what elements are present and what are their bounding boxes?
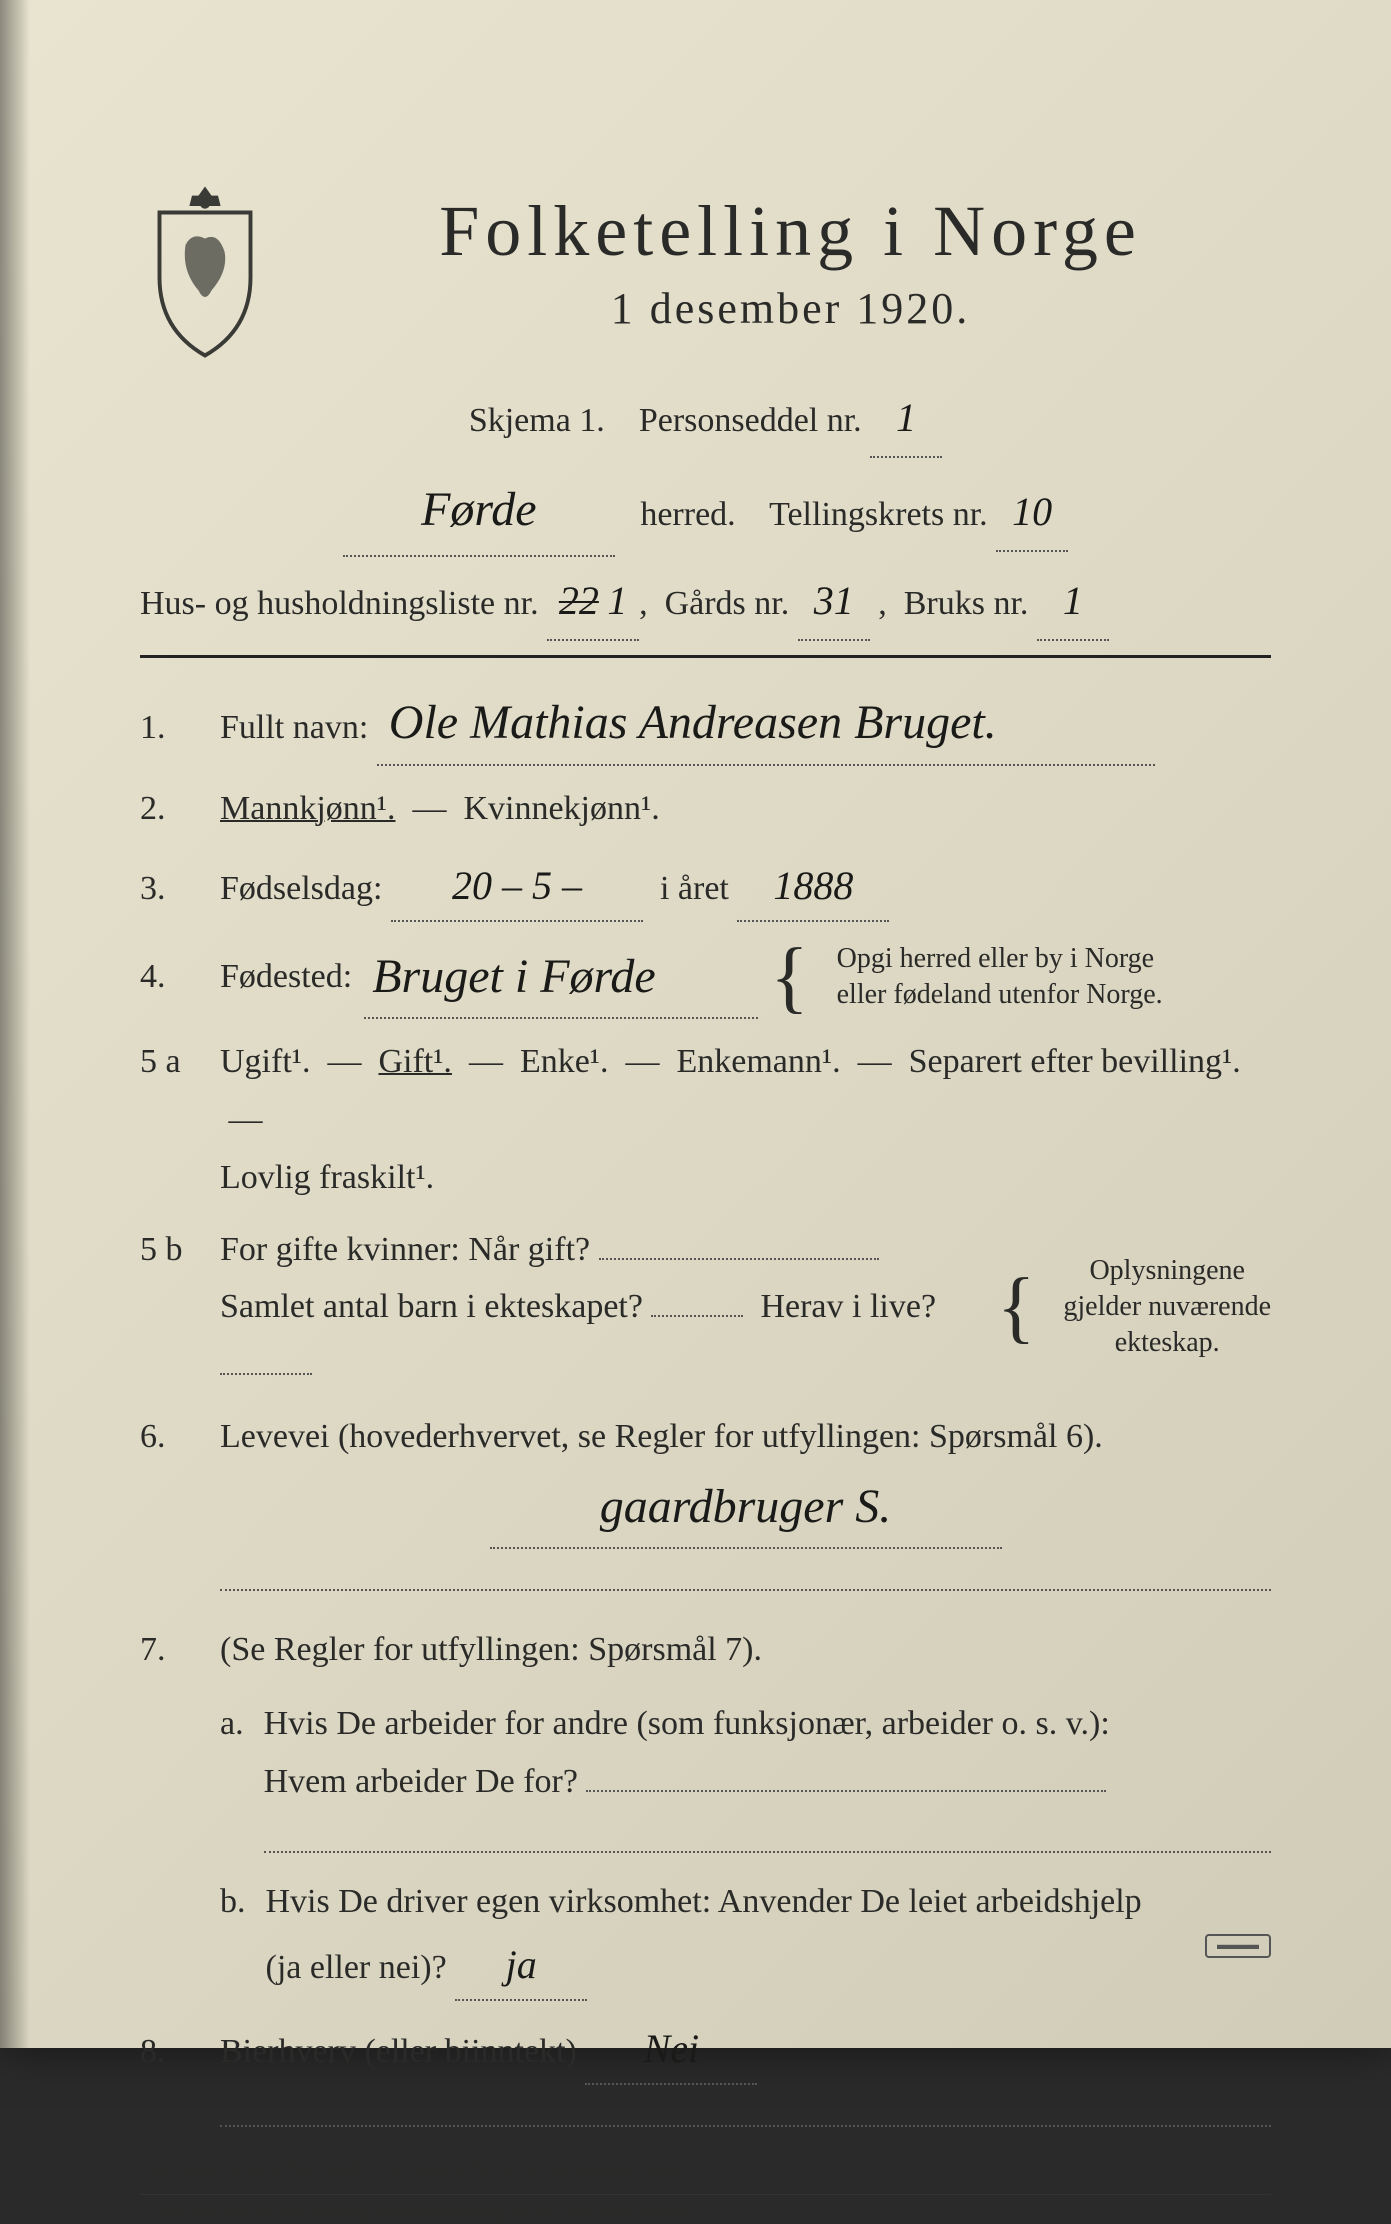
q5b-line2b: Herav i live? — [760, 1288, 936, 1325]
q4-value: Bruget i Førde — [364, 936, 758, 1020]
husliste-struck: 22 — [559, 578, 599, 623]
skjema-label: Skjema 1. — [469, 402, 605, 439]
q8: 8. Bierhverv (eller biinntekt) Nei — [140, 2015, 1271, 2127]
q4-label: Fødested: — [220, 948, 352, 1006]
q5a-opt4: Enkemann¹. — [677, 1043, 841, 1080]
q5a-opt5: Separert efter bevilling¹. — [909, 1043, 1241, 1080]
q7a-blank — [586, 1790, 1106, 1792]
q2-female: Kvinnekjønn¹. — [463, 790, 659, 827]
q5b-blank2 — [651, 1315, 743, 1317]
q5b-note1: Oplysningene — [1089, 1255, 1245, 1286]
q3-label: Fødselsdag: — [220, 870, 382, 907]
q7-num: 7. — [140, 1631, 196, 1669]
document-page: Folketelling i Norge 1 desember 1920. Sk… — [0, 0, 1391, 2048]
q6: 6. Levevei (hovederhvervet, se Regler fo… — [140, 1408, 1271, 1591]
main-title: Folketelling i Norge — [310, 190, 1271, 273]
q5a: 5 a Ugift¹. — Gift¹. — Enke¹. — Enkemann… — [140, 1033, 1271, 1206]
q7-label: (Se Regler for utfyllingen: Spørsmål 7). — [220, 1631, 762, 1668]
coat-of-arms-icon — [140, 180, 270, 360]
q1-value: Ole Mathias Andreasen Bruget. — [377, 682, 1155, 766]
header: Folketelling i Norge 1 desember 1920. — [140, 180, 1271, 360]
footnote1b: settes „nei". — [575, 2157, 699, 2183]
q8-blank — [220, 2095, 1271, 2127]
q4-note1: Opgi herred eller by i Norge — [837, 943, 1155, 974]
tellingskrets-label: Tellingskrets nr. — [769, 496, 988, 533]
husliste-value: 22 1 — [547, 563, 639, 641]
q6-label: Levevei (hovederhvervet, se Regler for u… — [220, 1418, 1103, 1455]
q5a-num: 5 a — [140, 1043, 196, 1081]
q4-note: { Opgi herred eller by i Norge eller fød… — [770, 941, 1162, 1014]
herred-row: Førde herred. Tellingskrets nr. 10 — [140, 464, 1271, 557]
footnote1: Har man ingen biinntekt av nogen betydni… — [140, 2157, 1271, 2184]
q7b-value: ja — [455, 1931, 587, 2001]
q4: 4. Fødested: Bruget i Førde { Opgi herre… — [140, 936, 1271, 1020]
q5b-note: { Oplysningene gjelder nuværende ekteska… — [997, 1253, 1271, 1362]
q7a-num: a. — [220, 1695, 244, 1853]
q3: 3. Fødselsdag: 20 – 5 – i året 1888 — [140, 852, 1271, 922]
divider — [140, 655, 1271, 658]
q7b-num: b. — [220, 1873, 246, 2001]
q5a-opt2: Gift¹. — [378, 1043, 451, 1080]
brace-icon: { — [770, 941, 808, 1013]
q5b-note3: ekteskap. — [1115, 1327, 1220, 1358]
q1: 1. Fullt navn: Ole Mathias Andreasen Bru… — [140, 682, 1271, 766]
q4-num: 4. — [140, 958, 196, 996]
gards-value: 31 — [798, 563, 870, 641]
q2-male: Mannkjønn¹. — [220, 790, 395, 827]
q8-value: Nei — [585, 2015, 757, 2085]
date-line: 1 desember 1920. — [310, 283, 1271, 334]
q7a-blank2 — [264, 1821, 1271, 1853]
q5a-opt3: Enke¹. — [520, 1043, 609, 1080]
q5b-note2: gjelder nuværende — [1063, 1291, 1271, 1322]
q6-blank — [220, 1559, 1271, 1591]
q6-value: gaardbruger S. — [490, 1466, 1002, 1550]
q1-label: Fullt navn: — [220, 709, 368, 746]
herred-value: Førde — [343, 464, 615, 557]
q3-year: 1888 — [737, 852, 889, 922]
q4-note2: eller fødeland utenfor Norge. — [837, 979, 1163, 1010]
q5a-opt6: Lovlig fraskilt¹. — [220, 1159, 434, 1196]
q2-num: 2. — [140, 790, 196, 828]
q7a-line1: Hvis De arbeider for andre (som funksjon… — [264, 1705, 1110, 1742]
q7: 7. (Se Regler for utfyllingen: Spørsmål … — [140, 1621, 1271, 2000]
bruks-label: Bruks nr. — [904, 585, 1029, 622]
q7a-line2: Hvem arbeider De for? — [264, 1763, 578, 1800]
dash: — — [412, 790, 446, 827]
q5a-opt1: Ugift¹. — [220, 1043, 310, 1080]
q2: 2. Mannkjønn¹. — Kvinnekjønn¹. — [140, 780, 1271, 838]
q8-num: 8. — [140, 2033, 196, 2071]
title-block: Folketelling i Norge 1 desember 1920. — [310, 180, 1271, 334]
footnote2: 1 Her kan svares ved tydelig understrekn… — [140, 2194, 1271, 2224]
footnote2b: tydelig understrekning av de ord som pas… — [313, 2201, 695, 2223]
herred-label: herred. — [640, 496, 735, 533]
husliste-label: Hus- og husholdningsliste nr. — [140, 585, 539, 622]
husliste-nr: 1 — [607, 578, 627, 623]
q3-num: 3. — [140, 870, 196, 908]
footnote2a: 1 Her kan svares ved — [140, 2201, 313, 2223]
bruks-value: 1 — [1037, 563, 1109, 641]
personseddel-label: Personseddel nr. — [639, 402, 862, 439]
q1-num: 1. — [140, 709, 196, 747]
q7b-line2: (ja eller nei)? — [266, 1949, 447, 1986]
q5b: 5 b For gifte kvinner: Når gift? Samlet … — [140, 1221, 1271, 1394]
personseddel-value: 1 — [870, 380, 942, 458]
q8-label: Bierhverv (eller biinntekt) — [220, 2033, 577, 2070]
q3-day: 20 – 5 – — [391, 852, 643, 922]
q5b-num: 5 b — [140, 1231, 196, 1269]
printer-stamp: ▬▬▬ — [1205, 1934, 1271, 1958]
q5b-line1: For gifte kvinner: Når gift? — [220, 1231, 590, 1268]
brace-icon: { — [997, 1271, 1035, 1343]
gards-label: Gårds nr. — [665, 585, 790, 622]
q7b-line1: Hvis De driver egen virksomhet: Anvender… — [266, 1883, 1142, 1920]
q5b-blank3 — [220, 1373, 312, 1375]
footnote1a: Har man ingen biinntekt av nogen betydni… — [140, 2157, 575, 2183]
q6-num: 6. — [140, 1418, 196, 1456]
tellingskrets-value: 10 — [996, 474, 1068, 552]
q5b-blank1 — [599, 1258, 879, 1260]
husliste-row: Hus- og husholdningsliste nr. 22 1 , Går… — [140, 563, 1271, 641]
skjema-row: Skjema 1. Personseddel nr. 1 — [140, 380, 1271, 458]
q3-year-label: i året — [660, 870, 729, 907]
q5b-line2a: Samlet antal barn i ekteskapet? — [220, 1288, 643, 1325]
